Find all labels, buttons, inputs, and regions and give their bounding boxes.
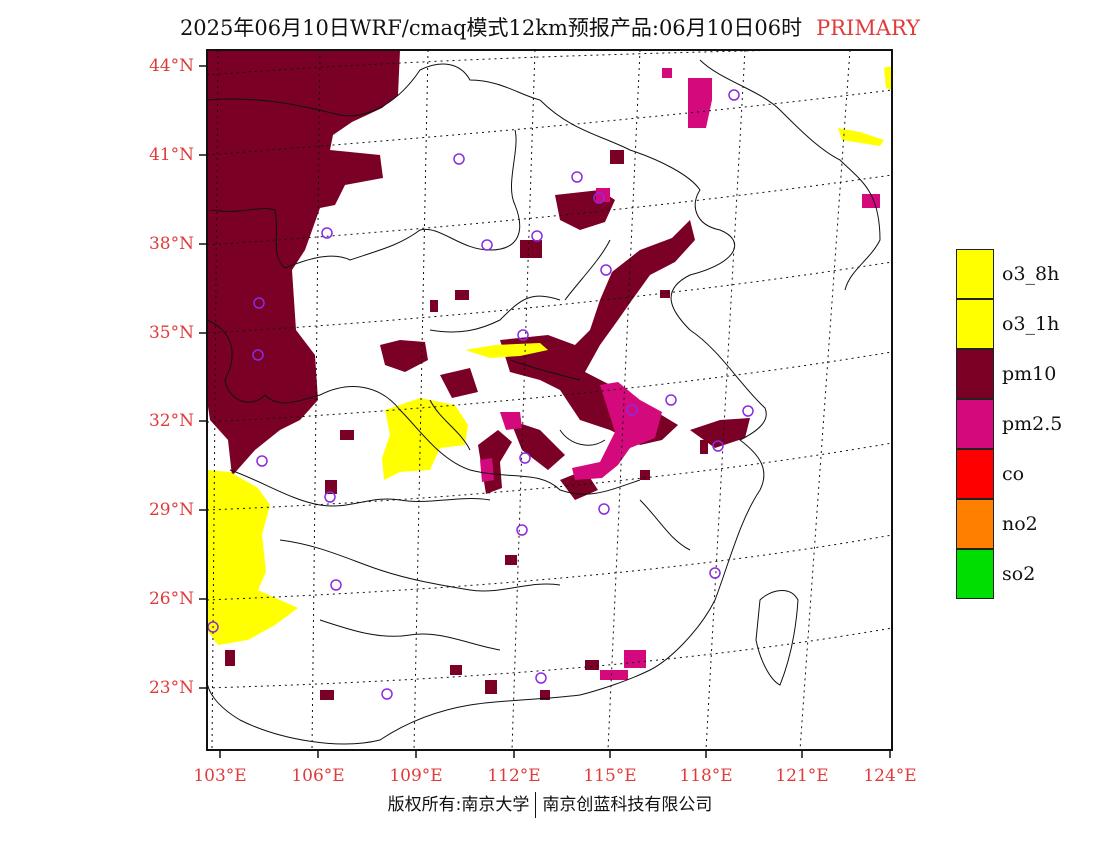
lat-label-41: 41°N xyxy=(148,145,194,165)
copyright-right: 南京创蓝科技有限公司 xyxy=(542,795,713,815)
pm10-field xyxy=(207,50,750,700)
legend-item-pm25: pm2.5 xyxy=(956,399,1096,449)
legend-label: no2 xyxy=(1002,513,1038,535)
legend-item-co: co xyxy=(956,449,1096,499)
lat-label-23: 23°N xyxy=(148,678,194,698)
legend-item-no2: no2 xyxy=(956,499,1096,549)
lon-label-124: 124°E xyxy=(863,766,917,786)
legend-item-o3-1h: o3_1h xyxy=(956,299,1096,349)
title-text: 2025年06月10日WRF/cmaq模式12km预报产品:06月10日06时 xyxy=(179,16,803,40)
legend-swatch xyxy=(956,349,994,399)
legend-item-o3-8h: o3_8h xyxy=(956,249,1096,299)
legend-label: co xyxy=(1002,463,1025,485)
copyright-left: 版权所有:南京大学 xyxy=(387,795,530,815)
legend-swatch xyxy=(956,299,994,349)
legend-label: o3_8h xyxy=(1002,263,1060,285)
axis-ticks xyxy=(199,65,891,758)
graticule xyxy=(207,50,892,750)
lon-label-112: 112°E xyxy=(487,766,541,786)
lat-label-26: 26°N xyxy=(148,589,194,609)
legend-label: so2 xyxy=(1002,563,1036,585)
legend-label: pm2.5 xyxy=(1002,413,1063,435)
legend-swatch xyxy=(956,399,994,449)
lat-label-29: 29°N xyxy=(148,500,194,520)
lat-label-32: 32°N xyxy=(148,411,194,431)
lon-label-115: 115°E xyxy=(583,766,637,786)
legend-swatch xyxy=(956,449,994,499)
lon-label-103: 103°E xyxy=(193,766,247,786)
map-title: 2025年06月10日WRF/cmaq模式12km预报产品:06月10日06时 P… xyxy=(0,12,1100,42)
primary-tag: PRIMARY xyxy=(816,16,921,40)
lat-label-35: 35°N xyxy=(148,323,194,343)
legend-swatch xyxy=(956,549,994,599)
legend-label: o3_1h xyxy=(1002,313,1060,335)
legend-item-so2: so2 xyxy=(956,549,1096,599)
lat-label-38: 38°N xyxy=(148,234,194,254)
legend-label: pm10 xyxy=(1002,363,1057,385)
o3-field xyxy=(207,66,892,645)
lon-label-106: 106°E xyxy=(291,766,345,786)
footer-separator xyxy=(535,792,537,818)
boundary-lines xyxy=(207,59,881,745)
map-frame xyxy=(206,49,893,751)
lon-label-109: 109°E xyxy=(389,766,443,786)
legend-item-pm10: pm10 xyxy=(956,349,1096,399)
legend-swatch xyxy=(956,499,994,549)
map-content xyxy=(207,50,892,750)
lon-label-121: 121°E xyxy=(775,766,829,786)
city-markers xyxy=(207,89,754,700)
lat-label-44: 44°N xyxy=(148,56,194,76)
legend: o3_8h o3_1h pm10 pm2.5 co no2 so2 xyxy=(956,249,1096,599)
legend-swatch xyxy=(956,249,994,299)
copyright-footer: 版权所有:南京大学 南京创蓝科技有限公司 xyxy=(0,790,1100,818)
lon-label-118: 118°E xyxy=(679,766,733,786)
